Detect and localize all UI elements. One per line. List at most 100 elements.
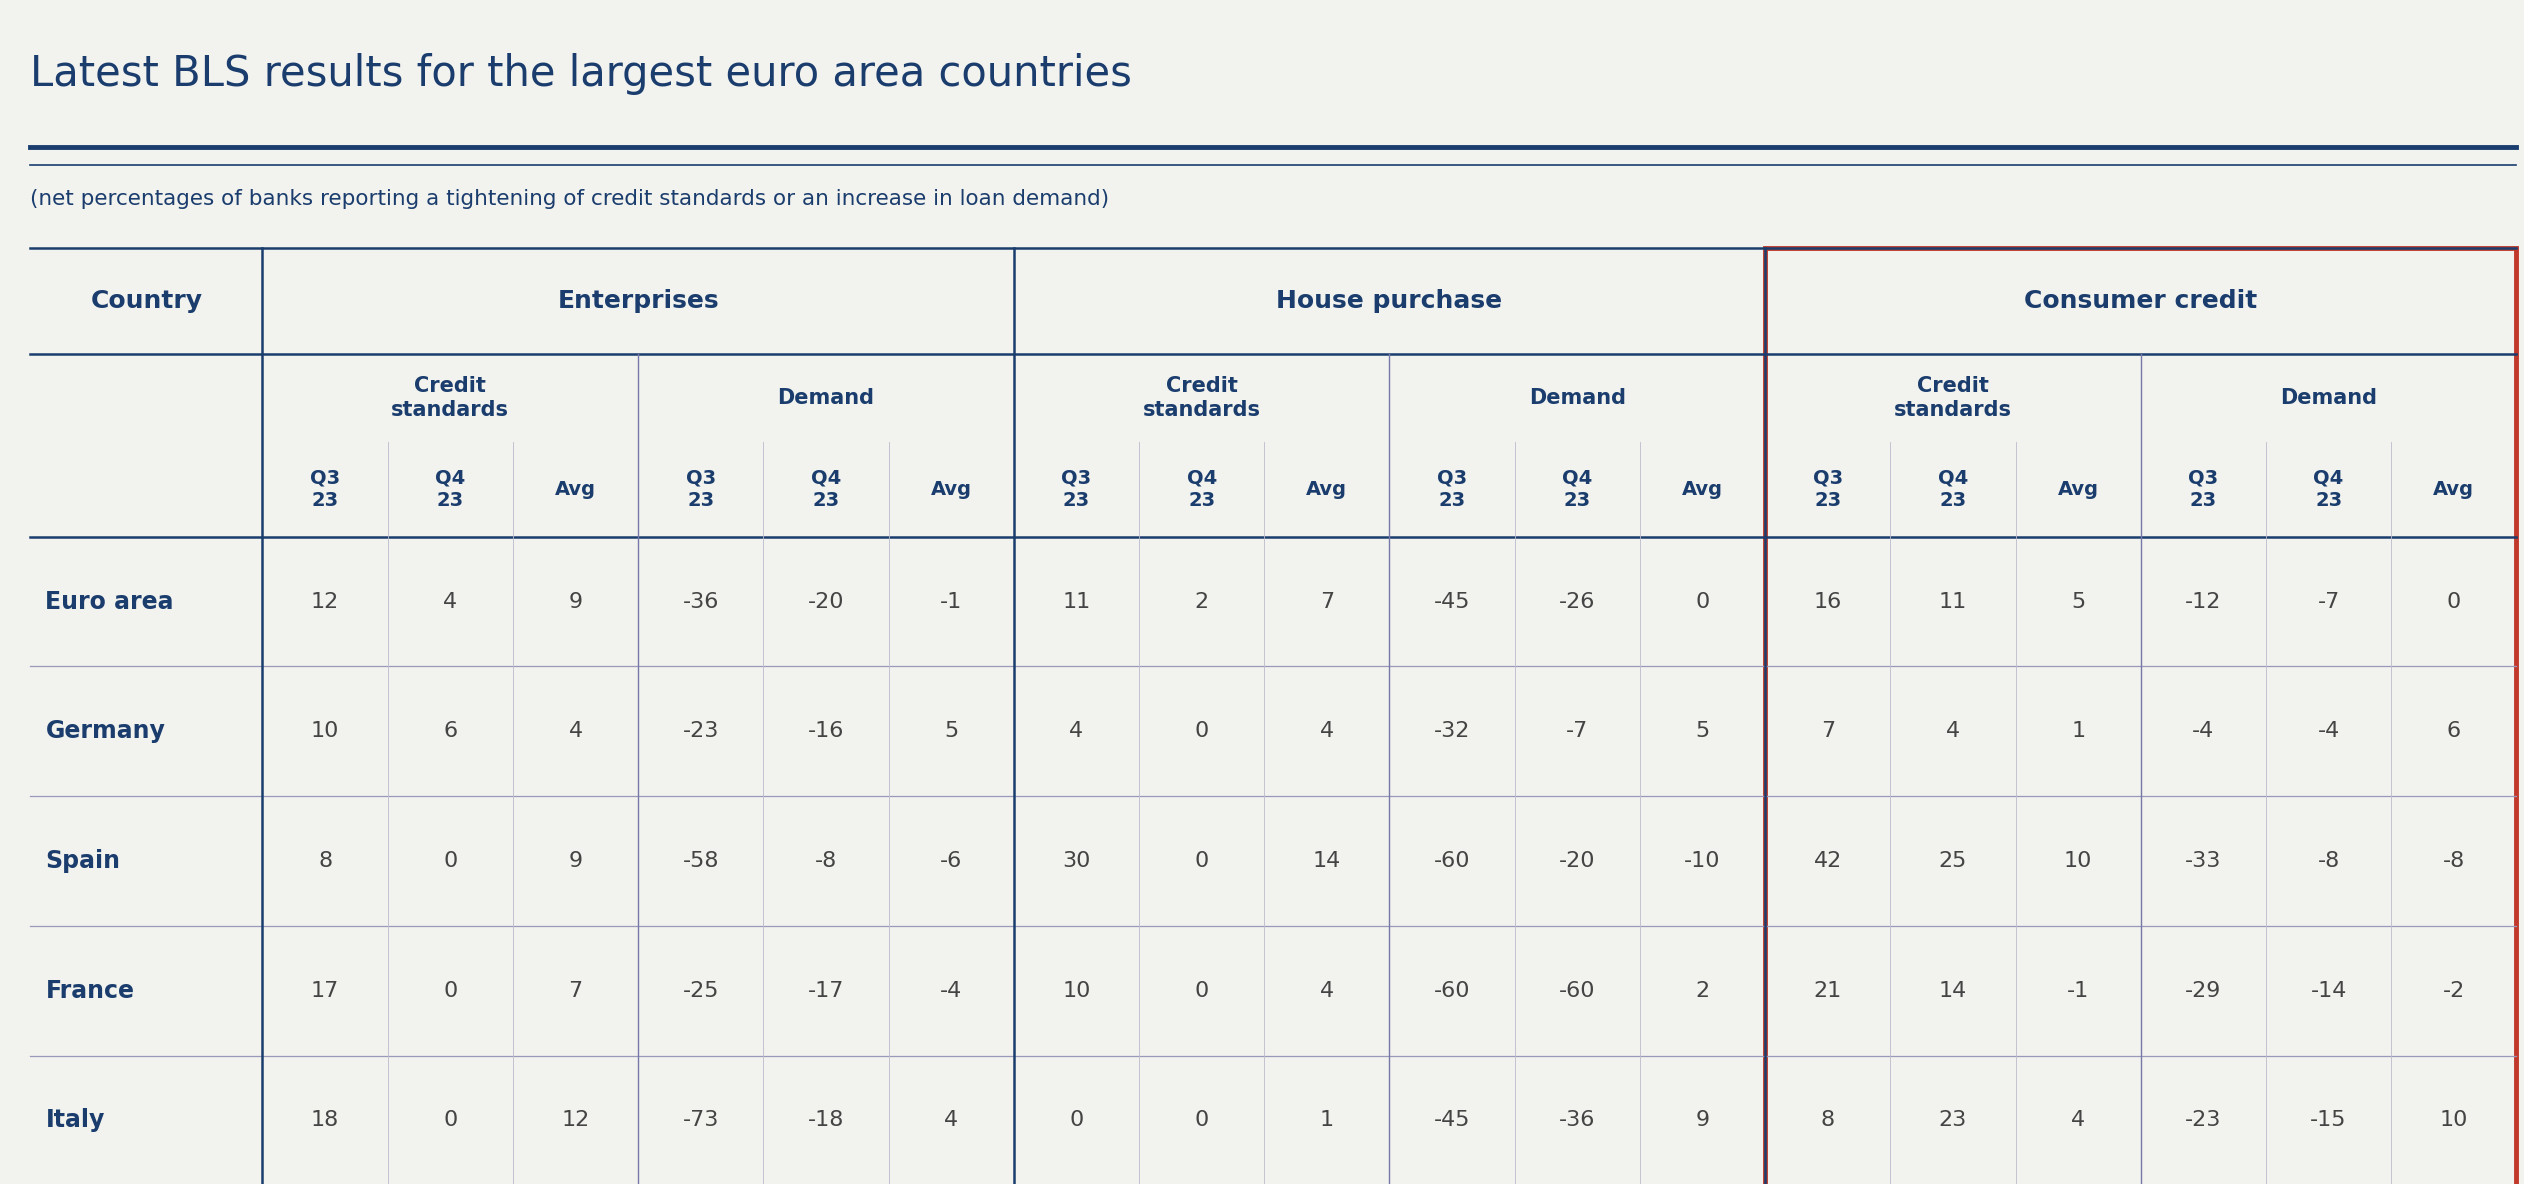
Text: Italy: Italy [45, 1108, 106, 1132]
Text: Avg: Avg [555, 480, 596, 498]
Text: 21: 21 [1815, 980, 1843, 1000]
Text: -6: -6 [939, 851, 962, 871]
Text: -32: -32 [1434, 721, 1471, 741]
Text: 0: 0 [2446, 592, 2461, 611]
Text: 18: 18 [310, 1111, 338, 1131]
Text: Latest BLS results for the largest euro area countries: Latest BLS results for the largest euro … [30, 53, 1133, 95]
Text: -7: -7 [1567, 721, 1588, 741]
Text: 2: 2 [1696, 980, 1709, 1000]
Text: -18: -18 [808, 1111, 843, 1131]
Text: Demand: Demand [777, 388, 873, 408]
Text: 0: 0 [1194, 1111, 1209, 1131]
Text: 4: 4 [944, 1111, 959, 1131]
Text: Q3
23: Q3 23 [1063, 469, 1090, 510]
Text: Demand: Demand [2279, 388, 2378, 408]
Text: 4: 4 [568, 721, 583, 741]
Text: 0: 0 [1194, 980, 1209, 1000]
Text: 11: 11 [1938, 592, 1966, 611]
Text: -8: -8 [815, 851, 838, 871]
Text: Q4
23: Q4 23 [1186, 469, 1217, 510]
Text: Euro area: Euro area [45, 590, 174, 613]
Text: 4: 4 [1070, 721, 1083, 741]
Text: -60: -60 [1434, 851, 1471, 871]
Text: -58: -58 [681, 851, 719, 871]
Text: -4: -4 [2193, 721, 2214, 741]
Text: Q4
23: Q4 23 [2315, 469, 2345, 510]
Text: -10: -10 [1684, 851, 1721, 871]
Text: -8: -8 [2317, 851, 2340, 871]
Text: 25: 25 [1938, 851, 1966, 871]
Text: -14: -14 [2309, 980, 2347, 1000]
Text: Credit
standards: Credit standards [1893, 377, 2012, 419]
Text: -8: -8 [2443, 851, 2466, 871]
Text: Q3
23: Q3 23 [2188, 469, 2219, 510]
Text: 5: 5 [2072, 592, 2085, 611]
Text: 14: 14 [1312, 851, 1340, 871]
Text: Avg: Avg [1307, 480, 1348, 498]
Text: House purchase: House purchase [1277, 289, 1502, 313]
Text: 7: 7 [1820, 721, 1835, 741]
Text: 5: 5 [1696, 721, 1709, 741]
Text: 1: 1 [1320, 1111, 1333, 1131]
Text: 4: 4 [2072, 1111, 2085, 1131]
Text: -29: -29 [2186, 980, 2221, 1000]
Text: (net percentages of banks reporting a tightening of credit standards or an incre: (net percentages of banks reporting a ti… [30, 188, 1111, 208]
Text: Avg: Avg [1681, 480, 1724, 498]
Text: 6: 6 [2446, 721, 2461, 741]
Text: Q3
23: Q3 23 [687, 469, 717, 510]
Text: 8: 8 [1820, 1111, 1835, 1131]
Text: Credit
standards: Credit standards [391, 377, 510, 419]
Text: Credit
standards: Credit standards [1143, 377, 1259, 419]
Text: 10: 10 [310, 721, 338, 741]
Text: -17: -17 [808, 980, 843, 1000]
Text: 42: 42 [1815, 851, 1843, 871]
Text: Q4
23: Q4 23 [1938, 469, 1969, 510]
Text: 10: 10 [2441, 1111, 2468, 1131]
Text: -15: -15 [2309, 1111, 2347, 1131]
Text: 11: 11 [1063, 592, 1090, 611]
Text: 0: 0 [444, 851, 457, 871]
Text: 9: 9 [568, 592, 583, 611]
Text: Q4
23: Q4 23 [1562, 469, 1593, 510]
Text: 14: 14 [1938, 980, 1966, 1000]
Text: Avg: Avg [931, 480, 972, 498]
Text: Country: Country [91, 289, 202, 313]
Text: 0: 0 [1194, 851, 1209, 871]
Text: 4: 4 [1320, 721, 1333, 741]
Text: Q4
23: Q4 23 [434, 469, 464, 510]
Text: 0: 0 [1070, 1111, 1083, 1131]
Text: -73: -73 [681, 1111, 719, 1131]
Text: Consumer credit: Consumer credit [2024, 289, 2256, 313]
Text: 16: 16 [1815, 592, 1843, 611]
Text: -16: -16 [808, 721, 843, 741]
Bar [1764, 247, 2516, 1184]
Text: Avg: Avg [2433, 480, 2474, 498]
Text: 0: 0 [1696, 592, 1709, 611]
Text: -1: -1 [939, 592, 962, 611]
Text: -4: -4 [2317, 721, 2340, 741]
Text: 8: 8 [318, 851, 333, 871]
Text: -36: -36 [681, 592, 719, 611]
Text: -36: -36 [1560, 1111, 1595, 1131]
Text: 4: 4 [444, 592, 457, 611]
Text: 0: 0 [1194, 721, 1209, 741]
Text: -26: -26 [1560, 592, 1595, 611]
Text: -45: -45 [1434, 592, 1471, 611]
Text: 0: 0 [444, 980, 457, 1000]
Text: 7: 7 [1320, 592, 1333, 611]
Text: 1: 1 [2072, 721, 2085, 741]
Text: 4: 4 [1946, 721, 1961, 741]
Text: 0: 0 [444, 1111, 457, 1131]
Text: Enterprises: Enterprises [558, 289, 719, 313]
Text: -4: -4 [939, 980, 962, 1000]
Text: Demand: Demand [1530, 388, 1625, 408]
Text: 17: 17 [310, 980, 338, 1000]
Text: 2: 2 [1194, 592, 1209, 611]
Text: 9: 9 [1696, 1111, 1709, 1131]
Text: -60: -60 [1560, 980, 1595, 1000]
Text: Spain: Spain [45, 849, 121, 873]
Text: -2: -2 [2443, 980, 2466, 1000]
Text: -1: -1 [2067, 980, 2090, 1000]
Text: France: France [45, 979, 134, 1003]
Text: -45: -45 [1434, 1111, 1471, 1131]
